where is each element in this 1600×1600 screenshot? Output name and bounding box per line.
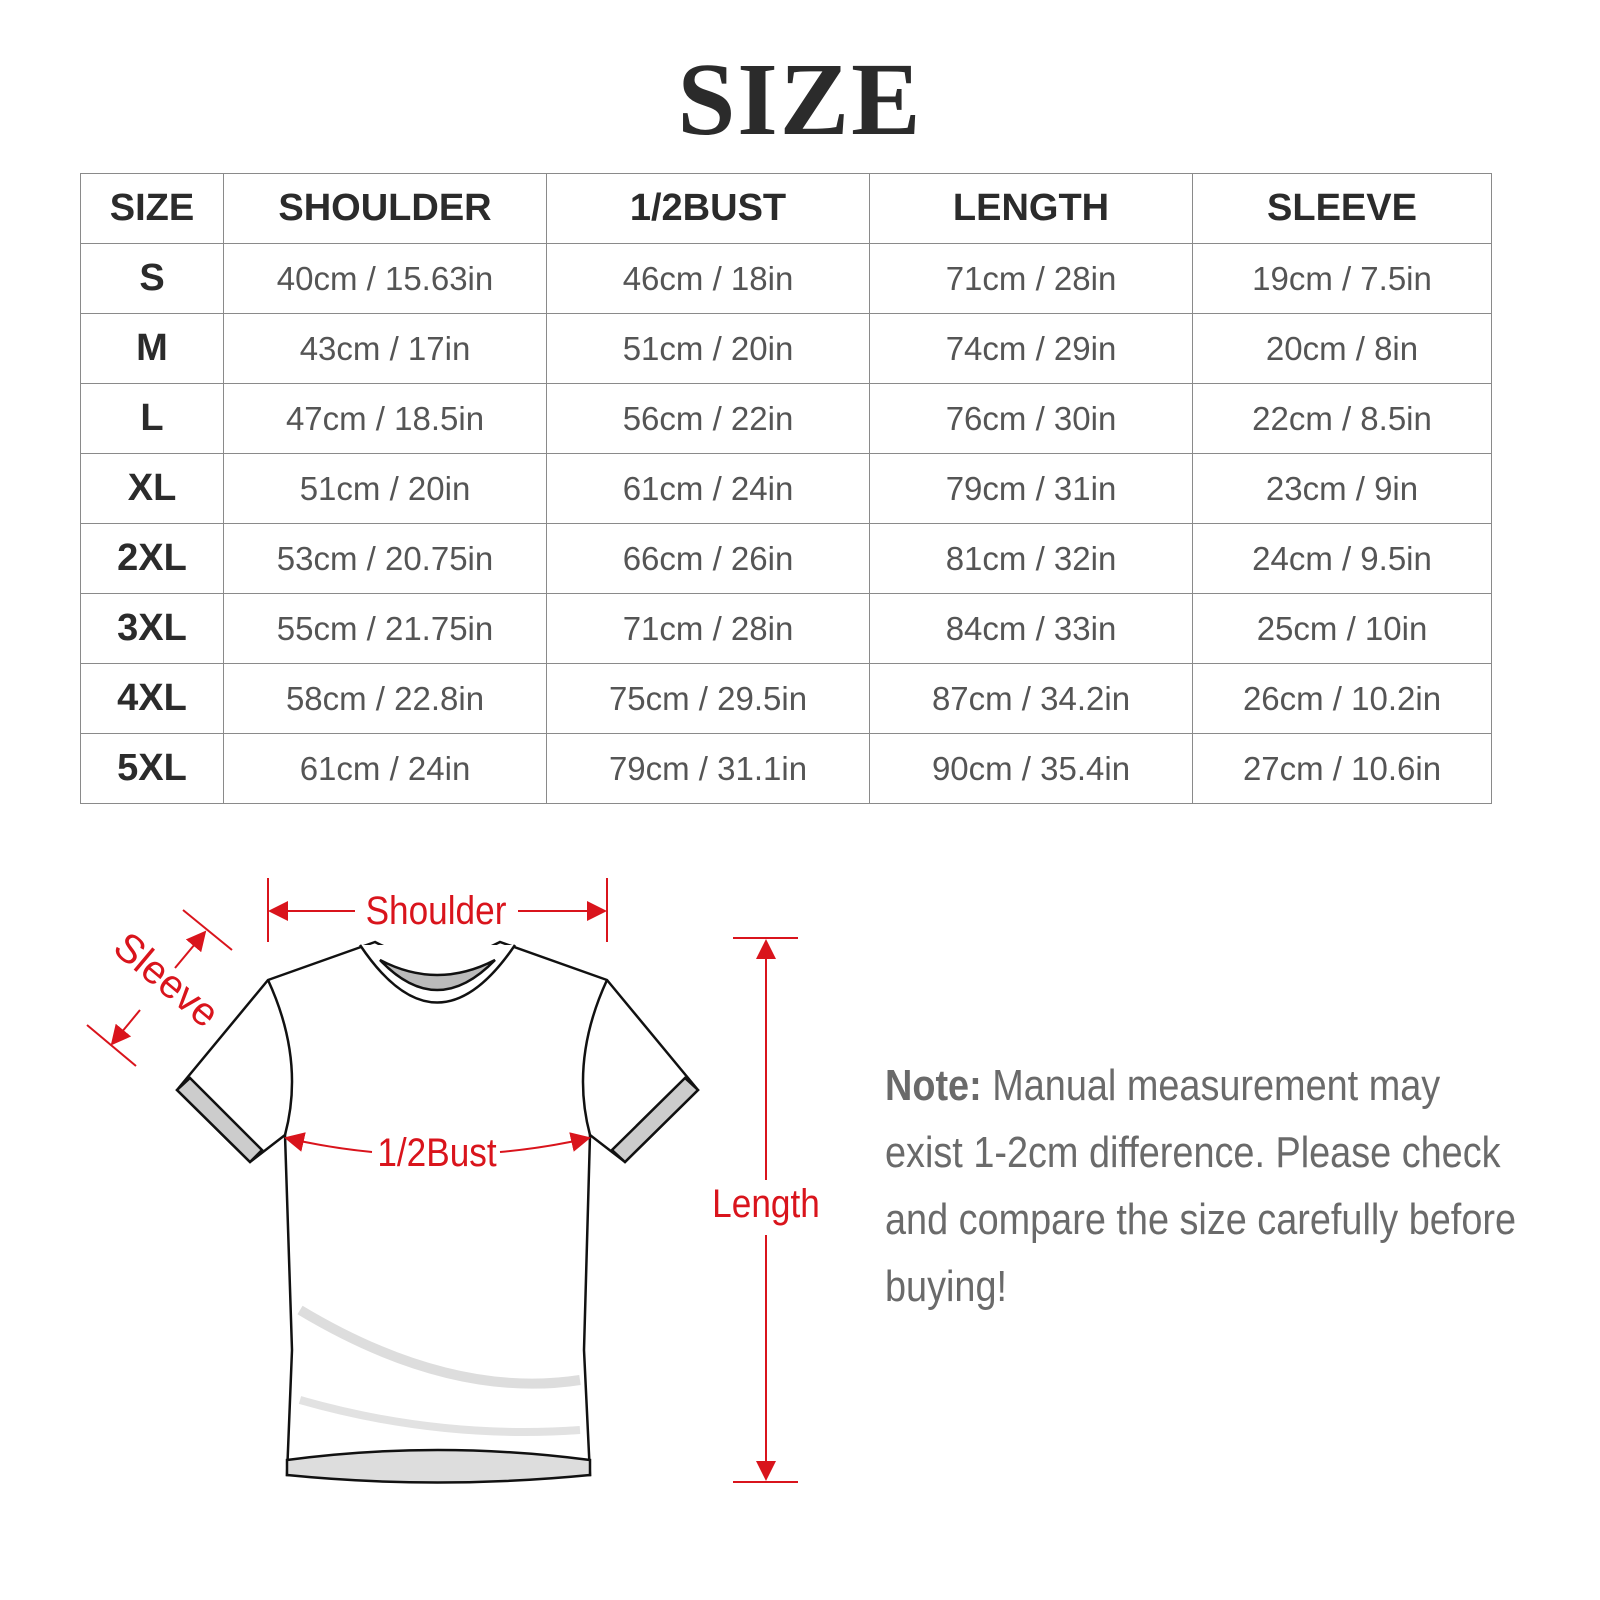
table-row: XL 51cm / 20in 61cm / 24in 79cm / 31in 23cm … [80,453,1492,524]
measurement-cell: 20cm / 8in [1192,313,1492,384]
table-row: M 43cm / 17in 51cm / 20in 74cm / 29in 20cm /… [80,313,1492,384]
tshirt-diagram: Shoulder Sleeve 1/2Bust Length [86,878,820,1484]
measurement-cell: 27cm / 10.6in [1192,733,1492,804]
size-cell: 2XL [80,523,224,594]
measurement-cell: 61cm / 24in [546,453,870,524]
sleeve-label: Sleeve [105,924,227,1036]
measurement-cell: 58cm / 22.8in [223,663,547,734]
note-text: Note: Manual measurement may exist 1-2cm… [885,1052,1521,1320]
column-header-1-2bust: 1/2BUST [546,173,870,244]
measurement-cell: 90cm / 35.4in [869,733,1193,804]
measurement-cell: 25cm / 10in [1192,593,1492,664]
measurement-cell: 51cm / 20in [223,453,547,524]
size-cell: S [80,243,224,314]
measurement-cell: 81cm / 32in [869,523,1193,594]
size-cell: XL [80,453,224,524]
measurement-cell: 51cm / 20in [546,313,870,384]
tshirt-icon [175,940,700,1484]
measurement-cell: 76cm / 30in [869,383,1193,454]
measurement-cell: 55cm / 21.75in [223,593,547,664]
note-body: Manual measurement may exist 1-2cm diffe… [885,1061,1517,1311]
column-header-sleeve: SLEEVE [1192,173,1492,244]
measurement-cell: 26cm / 10.2in [1192,663,1492,734]
measurement-cell: 22cm / 8.5in [1192,383,1492,454]
length-label: Length [712,1181,820,1226]
measurement-cell: 24cm / 9.5in [1192,523,1492,594]
size-cell: 4XL [80,663,224,734]
size-table: SIZE SHOULDER 1/2BUST LENGTH SLEEVE S 40cm / … [80,173,1492,804]
measurement-cell: 56cm / 22in [546,383,870,454]
measurement-cell: 40cm / 15.63in [223,243,547,314]
measurement-cell: 84cm / 33in [869,593,1193,664]
page-title: SIZE [677,42,923,157]
measurement-cell: 79cm / 31.1in [546,733,870,804]
column-header-shoulder: SHOULDER [223,173,547,244]
measurement-cell: 87cm / 34.2in [869,663,1193,734]
shoulder-label: Shoulder [366,888,507,933]
table-row: S 40cm / 15.63in 46cm / 18in 71cm / 28in 19c… [80,243,1492,314]
measurement-cell: 74cm / 29in [869,313,1193,384]
measurement-cell: 46cm / 18in [546,243,870,314]
size-cell: L [80,383,224,454]
measurement-cell: 71cm / 28in [869,243,1193,314]
column-header-length: LENGTH [869,173,1193,244]
measurement-cell: 43cm / 17in [223,313,547,384]
measurement-cell: 19cm / 7.5in [1192,243,1492,314]
note-label: Note: [885,1061,982,1110]
measurement-cell: 47cm / 18.5in [223,383,547,454]
measurement-cell: 79cm / 31in [869,453,1193,524]
size-cell: M [80,313,224,384]
table-row: L 47cm / 18.5in 56cm / 22in 76cm / 30in 22cm… [80,383,1492,454]
measurement-cell: 53cm / 20.75in [223,523,547,594]
table-row: 5XL 61cm / 24in 79cm / 31.1in 90cm / 35.4in… [80,733,1492,804]
measurement-cell: 23cm / 9in [1192,453,1492,524]
table-row: 3XL 55cm / 21.75in 71cm / 28in 84cm / 33in 2… [80,593,1492,664]
table-header-row: SIZE SHOULDER 1/2BUST LENGTH SLEEVE [80,173,1492,244]
size-cell: 3XL [80,593,224,664]
measurement-cell: 71cm / 28in [546,593,870,664]
table-row: 2XL 53cm / 20.75in 66cm / 26in 81cm / 32in 2… [80,523,1492,594]
measurement-cell: 75cm / 29.5in [546,663,870,734]
measurement-cell: 61cm / 24in [223,733,547,804]
measurement-lines [86,878,798,1483]
measurement-cell: 66cm / 26in [546,523,870,594]
column-header-size: SIZE [80,173,224,244]
size-cell: 5XL [80,733,224,804]
table-row: 4XL 58cm / 22.8in 75cm / 29.5in 87cm / 34.2… [80,663,1492,734]
bust-label: 1/2Bust [377,1130,497,1175]
